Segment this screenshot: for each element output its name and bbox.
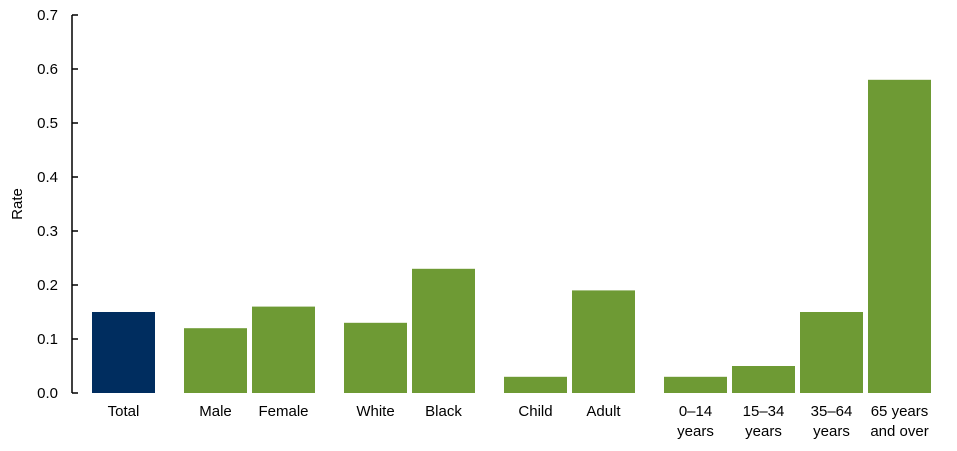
- category-label: Black: [425, 403, 462, 420]
- bar: [252, 306, 315, 393]
- y-tick-label: 0.4: [37, 169, 58, 186]
- y-tick-label: 0.6: [37, 61, 58, 78]
- category-label: White: [356, 403, 394, 420]
- bar: [664, 376, 727, 393]
- category-label: Adult: [586, 403, 621, 420]
- bar: [868, 79, 931, 394]
- bar: [184, 328, 247, 393]
- bar: [732, 366, 795, 393]
- bar: [92, 312, 155, 393]
- category-label: Male: [199, 403, 232, 420]
- y-axis: 0.0 0.1 0.2 0.3 0.4 0.5 0.6 0.7: [37, 7, 78, 402]
- y-tick-label: 0.1: [37, 331, 58, 348]
- bar: [344, 322, 407, 393]
- y-axis-title-group: Rate: [9, 188, 26, 220]
- category-label: 15–34: [743, 403, 785, 420]
- y-axis-title: Rate: [9, 188, 26, 220]
- category-label: years: [677, 423, 714, 440]
- bars: [92, 79, 931, 394]
- bar: [412, 268, 475, 393]
- y-tick-label: 0.5: [37, 115, 58, 132]
- y-tick-label: 0.2: [37, 277, 58, 294]
- category-label: 35–64: [811, 403, 853, 420]
- bar: [800, 312, 863, 393]
- bar: [572, 290, 635, 393]
- x-axis-labels: Total Male Female White Black Child Adult 0–14 y…: [108, 403, 929, 440]
- category-label: 0–14: [679, 403, 712, 420]
- y-tick-label: 0.3: [37, 223, 58, 240]
- category-label: Female: [258, 403, 308, 420]
- y-tick-label: 0.7: [37, 7, 58, 24]
- category-label: 65 years: [871, 403, 929, 420]
- category-label: Total: [108, 403, 140, 420]
- y-tick-label: 0.0: [37, 385, 58, 402]
- category-label: years: [813, 423, 850, 440]
- category-label: years: [745, 423, 782, 440]
- bar: [504, 376, 567, 393]
- category-label: Child: [518, 403, 552, 420]
- category-label: and over: [870, 423, 928, 440]
